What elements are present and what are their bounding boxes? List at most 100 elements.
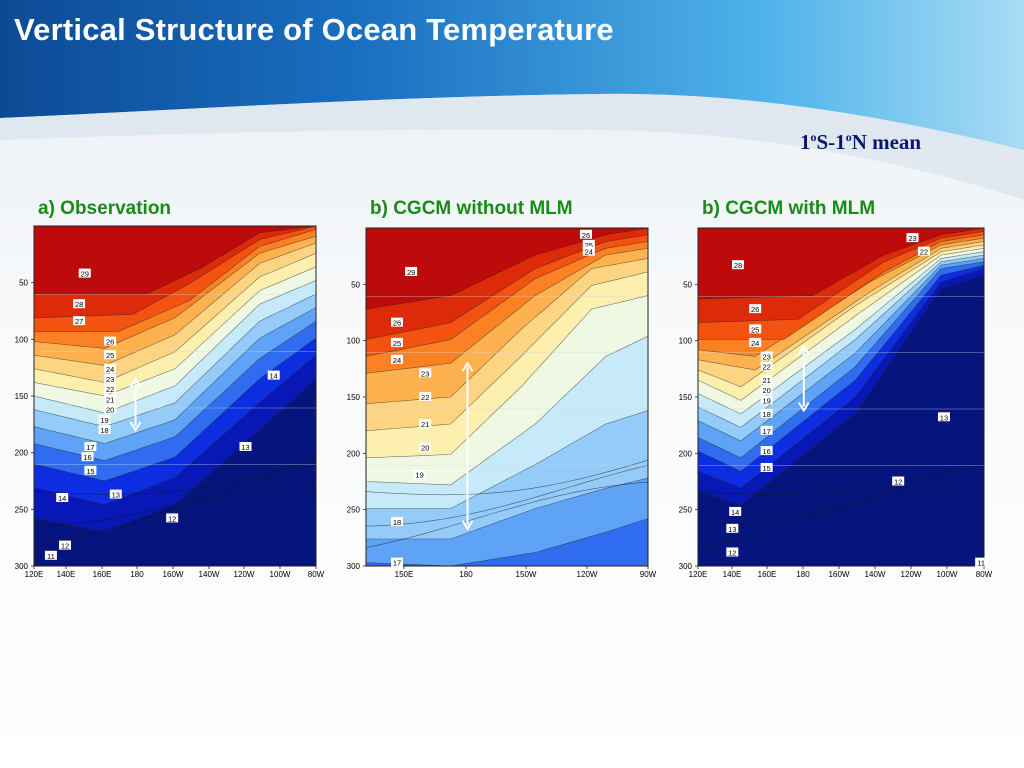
- x-tick-label: 80W: [976, 570, 993, 579]
- isotherm-label-box: [579, 229, 592, 239]
- isotherm-label-box: [760, 425, 773, 435]
- isotherm-label: 20: [106, 406, 114, 415]
- isotherm-label: 28: [75, 300, 83, 309]
- temperature-band: [365, 227, 649, 310]
- isotherm-label: 19: [100, 416, 108, 425]
- thermocline-arrowhead-bottom: [129, 421, 142, 432]
- isotherm-label: 17: [393, 559, 401, 568]
- isotherm-label: 25: [393, 339, 401, 348]
- isotherm-label-box: [405, 266, 418, 276]
- isotherm-label-box: [419, 442, 432, 452]
- isotherm-label: 13: [940, 413, 948, 422]
- isotherm-label: 26: [751, 305, 759, 314]
- isotherm-label-box: [760, 385, 773, 395]
- panel-title-cgcm-with-mlm: b) CGCM with MLM: [702, 198, 876, 219]
- isotherm-label-box: [391, 337, 404, 347]
- y-tick-label: 150: [15, 392, 29, 401]
- isotherm-label: 23: [908, 234, 916, 243]
- isotherm-label-box: [98, 425, 111, 434]
- isotherm-label-box: [419, 392, 432, 401]
- isotherm-label: 23: [421, 369, 429, 378]
- isotherm-label-box: [391, 354, 404, 364]
- y-tick-label: 150: [679, 393, 693, 402]
- isotherm-label: 22: [106, 385, 114, 394]
- deep-isotherm: [365, 465, 649, 527]
- isotherm-label: 17: [86, 443, 94, 452]
- isotherm-label: 26: [106, 338, 114, 347]
- x-tick-label: 160E: [93, 570, 112, 579]
- isotherm-label: 22: [762, 363, 770, 372]
- isotherm-label-box: [391, 557, 404, 567]
- deep-isotherm: [697, 481, 985, 548]
- x-tick-label: 140E: [723, 570, 742, 579]
- isotherm-label: 26: [582, 231, 590, 240]
- y-tick-label: 200: [347, 449, 361, 458]
- y-tick-label: 50: [19, 279, 28, 288]
- deep-isotherm: [33, 481, 317, 548]
- isotherm-label: 28: [734, 261, 742, 270]
- isotherm-label-box: [419, 419, 432, 429]
- chart-cgcm-with-mlm: 50 100 150 200 250 300 120E 140E 160E 180 160W 140W…: [668, 218, 998, 593]
- region-mean-label: 1oS-1oN mean: [800, 130, 921, 155]
- isotherm-label: 25: [106, 351, 114, 360]
- x-tick-label: 140W: [199, 570, 220, 579]
- isotherm-label-box: [419, 368, 432, 378]
- x-tick-label: 180: [796, 570, 810, 579]
- isotherm-label: 24: [393, 356, 401, 365]
- isotherm-label: 16: [762, 447, 770, 456]
- isotherm-label: 22: [920, 248, 928, 257]
- thermocline-arrowhead-bottom: [461, 520, 474, 531]
- x-tick-label: 160W: [163, 570, 184, 579]
- isotherm-label: 19: [762, 396, 770, 405]
- isotherm-label-box: [59, 540, 72, 550]
- isotherm-label-box: [81, 452, 94, 462]
- x-tick-label: 140W: [865, 570, 886, 579]
- isotherm-label-box: [73, 316, 86, 326]
- degree-sup-2: o: [845, 130, 852, 144]
- isotherm-label: 12: [61, 542, 69, 551]
- isotherm-label: 18: [393, 518, 401, 527]
- x-tick-label: 150E: [395, 570, 414, 579]
- y-tick-label: 100: [679, 337, 693, 346]
- isotherm-label-box: [104, 336, 117, 346]
- x-tick-label: 120E: [25, 570, 44, 579]
- isotherm-label: 18: [100, 426, 108, 435]
- isotherm-label-box: [760, 408, 773, 418]
- isotherm-label-box: [760, 395, 773, 405]
- isotherm-label-box: [729, 506, 742, 516]
- x-tick-label: 120W: [901, 570, 922, 579]
- isotherm-label-box: [582, 239, 595, 249]
- temperature-band: [697, 227, 985, 300]
- x-tick-label: 120W: [234, 570, 255, 579]
- isotherm-label: 21: [106, 395, 114, 404]
- x-tick-label: 160E: [758, 570, 777, 579]
- isotherm-label: 25: [585, 241, 593, 250]
- x-tick-label: 120E: [689, 570, 708, 579]
- x-tick-label: 150W: [516, 570, 537, 579]
- y-tick-label: 300: [347, 562, 361, 571]
- panel-title-observation: a) Observation: [38, 198, 172, 219]
- y-tick-label: 150: [347, 393, 361, 402]
- isotherm-label: 24: [585, 248, 593, 257]
- isotherm-label-box: [104, 384, 117, 394]
- deep-isotherm: [33, 464, 317, 527]
- isotherm-label-box: [391, 517, 404, 527]
- isotherm-label-box: [44, 550, 57, 560]
- isotherm-label: 15: [86, 467, 94, 476]
- isotherm-label-box: [239, 442, 252, 451]
- y-tick-label: 100: [15, 335, 29, 344]
- thermocline-arrowhead-top: [461, 361, 474, 372]
- isotherm-label: 20: [421, 444, 429, 453]
- isotherm-label-box: [726, 523, 739, 533]
- deep-isotherm: [365, 459, 649, 496]
- deep-isotherm: [697, 459, 985, 496]
- isotherm-label: 18: [762, 410, 770, 419]
- isotherm-label: 24: [106, 365, 114, 374]
- isotherm-label-box: [749, 337, 762, 347]
- isotherm-label-box: [760, 446, 773, 456]
- x-tick-label: 180: [459, 570, 473, 579]
- isotherm-label-box: [104, 394, 117, 404]
- isotherm-label: 14: [58, 494, 66, 503]
- isotherm-label: 29: [81, 270, 89, 279]
- isotherm-label-box: [917, 246, 930, 256]
